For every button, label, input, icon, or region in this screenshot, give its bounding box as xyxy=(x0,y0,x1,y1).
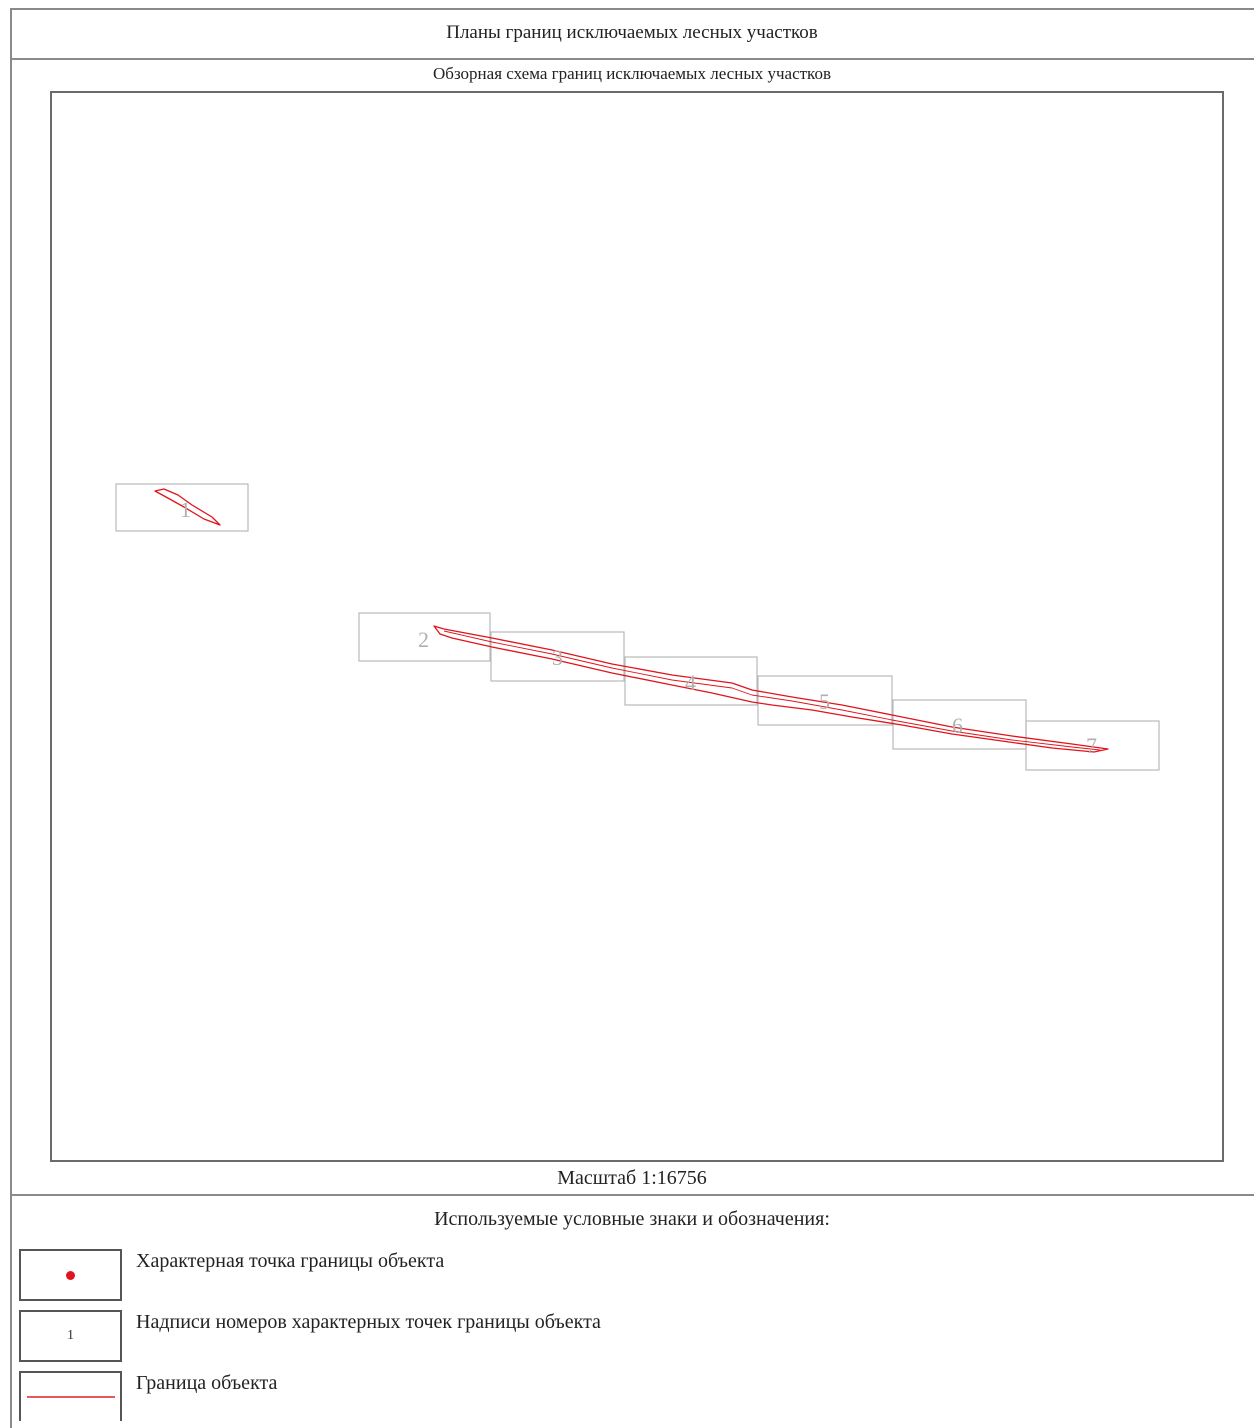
sheet-label-2: 2 xyxy=(418,627,429,652)
page-title: Планы границ исключаемых лесных участков xyxy=(10,8,1254,60)
red-line-icon xyxy=(26,1396,115,1398)
legend-label-boundary: Граница объекта xyxy=(136,1372,278,1394)
boundary-area-2-7[interactable] xyxy=(433,625,1109,753)
map-scale: Масштаб 1:16756 xyxy=(557,1167,707,1189)
red-dot-icon xyxy=(66,1270,75,1280)
boundary-area-2-7-inner xyxy=(443,630,1101,751)
sheet-frame-7[interactable] xyxy=(1025,720,1160,771)
boundary-area-1[interactable] xyxy=(154,488,221,526)
sheet-frame-5[interactable] xyxy=(757,675,893,726)
legend-label-point: Характерная точка границы объекта xyxy=(136,1250,445,1272)
legend-title: Используемые условные знаки и обозначени… xyxy=(434,1208,830,1230)
legend-symbol-boundary xyxy=(19,1371,122,1421)
sheet-labels: 1 2 3 4 5 6 7 xyxy=(180,497,1097,758)
legend-divider xyxy=(10,1194,1254,1196)
legend-symbol-number: 1 xyxy=(19,1310,122,1362)
overview-map[interactable]: 1 2 3 4 5 6 7 xyxy=(50,91,1224,1162)
sheet-label-5: 5 xyxy=(819,689,830,714)
sheet-label-3: 3 xyxy=(552,645,563,670)
sheet-frame-4[interactable] xyxy=(624,656,758,706)
map-canvas: 1 2 3 4 5 6 7 xyxy=(115,483,1160,771)
legend-label-number: Надписи номеров характерных точек границ… xyxy=(136,1311,601,1333)
object-boundaries xyxy=(154,488,1109,753)
sheet-frames xyxy=(115,483,1160,771)
sheet-label-7: 7 xyxy=(1086,733,1097,758)
legend-symbol-point xyxy=(19,1249,122,1301)
page-title-text: Планы границ исключаемых лесных участков xyxy=(446,22,818,43)
legend-number-sample: 1 xyxy=(67,1328,74,1343)
sheet-frame-3[interactable] xyxy=(490,631,625,682)
page-frame xyxy=(10,8,1254,1428)
map-subtitle: Обзорная схема границ исключаемых лесных… xyxy=(433,64,831,83)
sheet-label-6: 6 xyxy=(952,713,963,738)
sheet-label-1: 1 xyxy=(180,497,191,522)
sheet-frame-1[interactable] xyxy=(115,483,249,532)
sheet-label-4: 4 xyxy=(685,670,696,695)
